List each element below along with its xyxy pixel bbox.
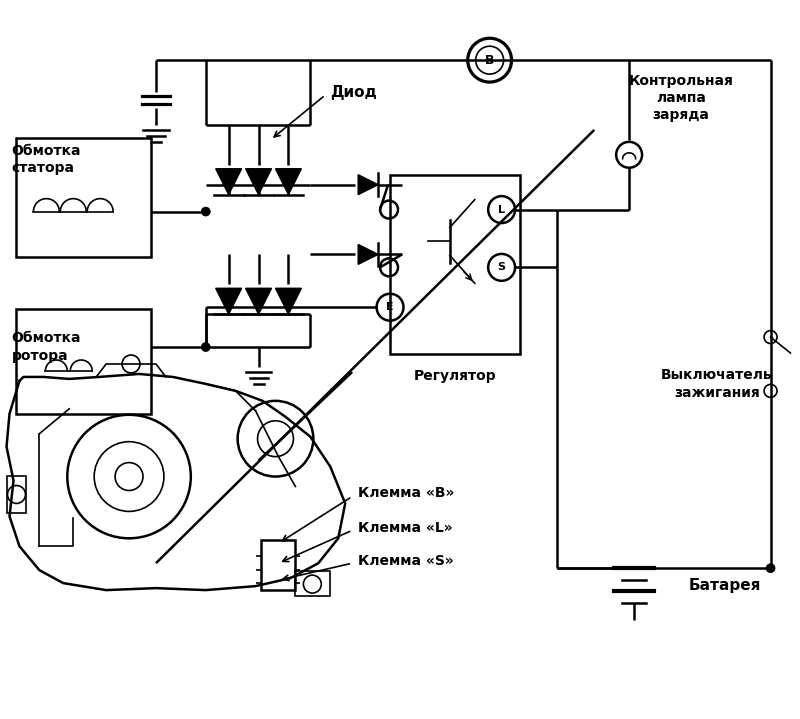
Polygon shape [358,244,378,265]
Polygon shape [246,169,271,195]
Text: Батарея: Батарея [689,578,762,593]
Text: Диод: Диод [330,85,377,99]
Text: Выключатель
зажигания: Выключатель зажигания [661,368,773,400]
Polygon shape [216,288,242,314]
Text: Контрольная
лампа
заряда: Контрольная лампа заряда [629,74,734,122]
Text: S: S [498,262,506,273]
Text: E: E [386,302,394,312]
Bar [390,175,519,354]
Text: Регулятор: Регулятор [414,369,496,383]
Text: Клемма «B»: Клемма «B» [358,487,454,500]
Polygon shape [216,169,242,195]
Circle shape [202,342,210,352]
Circle shape [202,207,210,216]
Text: B: B [485,54,494,67]
Text: L: L [498,205,505,214]
Text: Клемма «S»: Клемма «S» [358,554,454,568]
Text: Клемма «L»: Клемма «L» [358,521,453,536]
Polygon shape [358,175,378,195]
Bar [17,309,151,414]
Polygon shape [246,288,271,314]
Bar [6,475,26,513]
Bar [261,540,295,590]
Bar [295,571,330,596]
Polygon shape [275,169,302,195]
Polygon shape [275,288,302,314]
Text: Обмотка
статора: Обмотка статора [11,144,81,175]
Circle shape [766,564,775,572]
Text: Обмотка
ротора: Обмотка ротора [11,331,81,362]
Bar [17,138,151,257]
